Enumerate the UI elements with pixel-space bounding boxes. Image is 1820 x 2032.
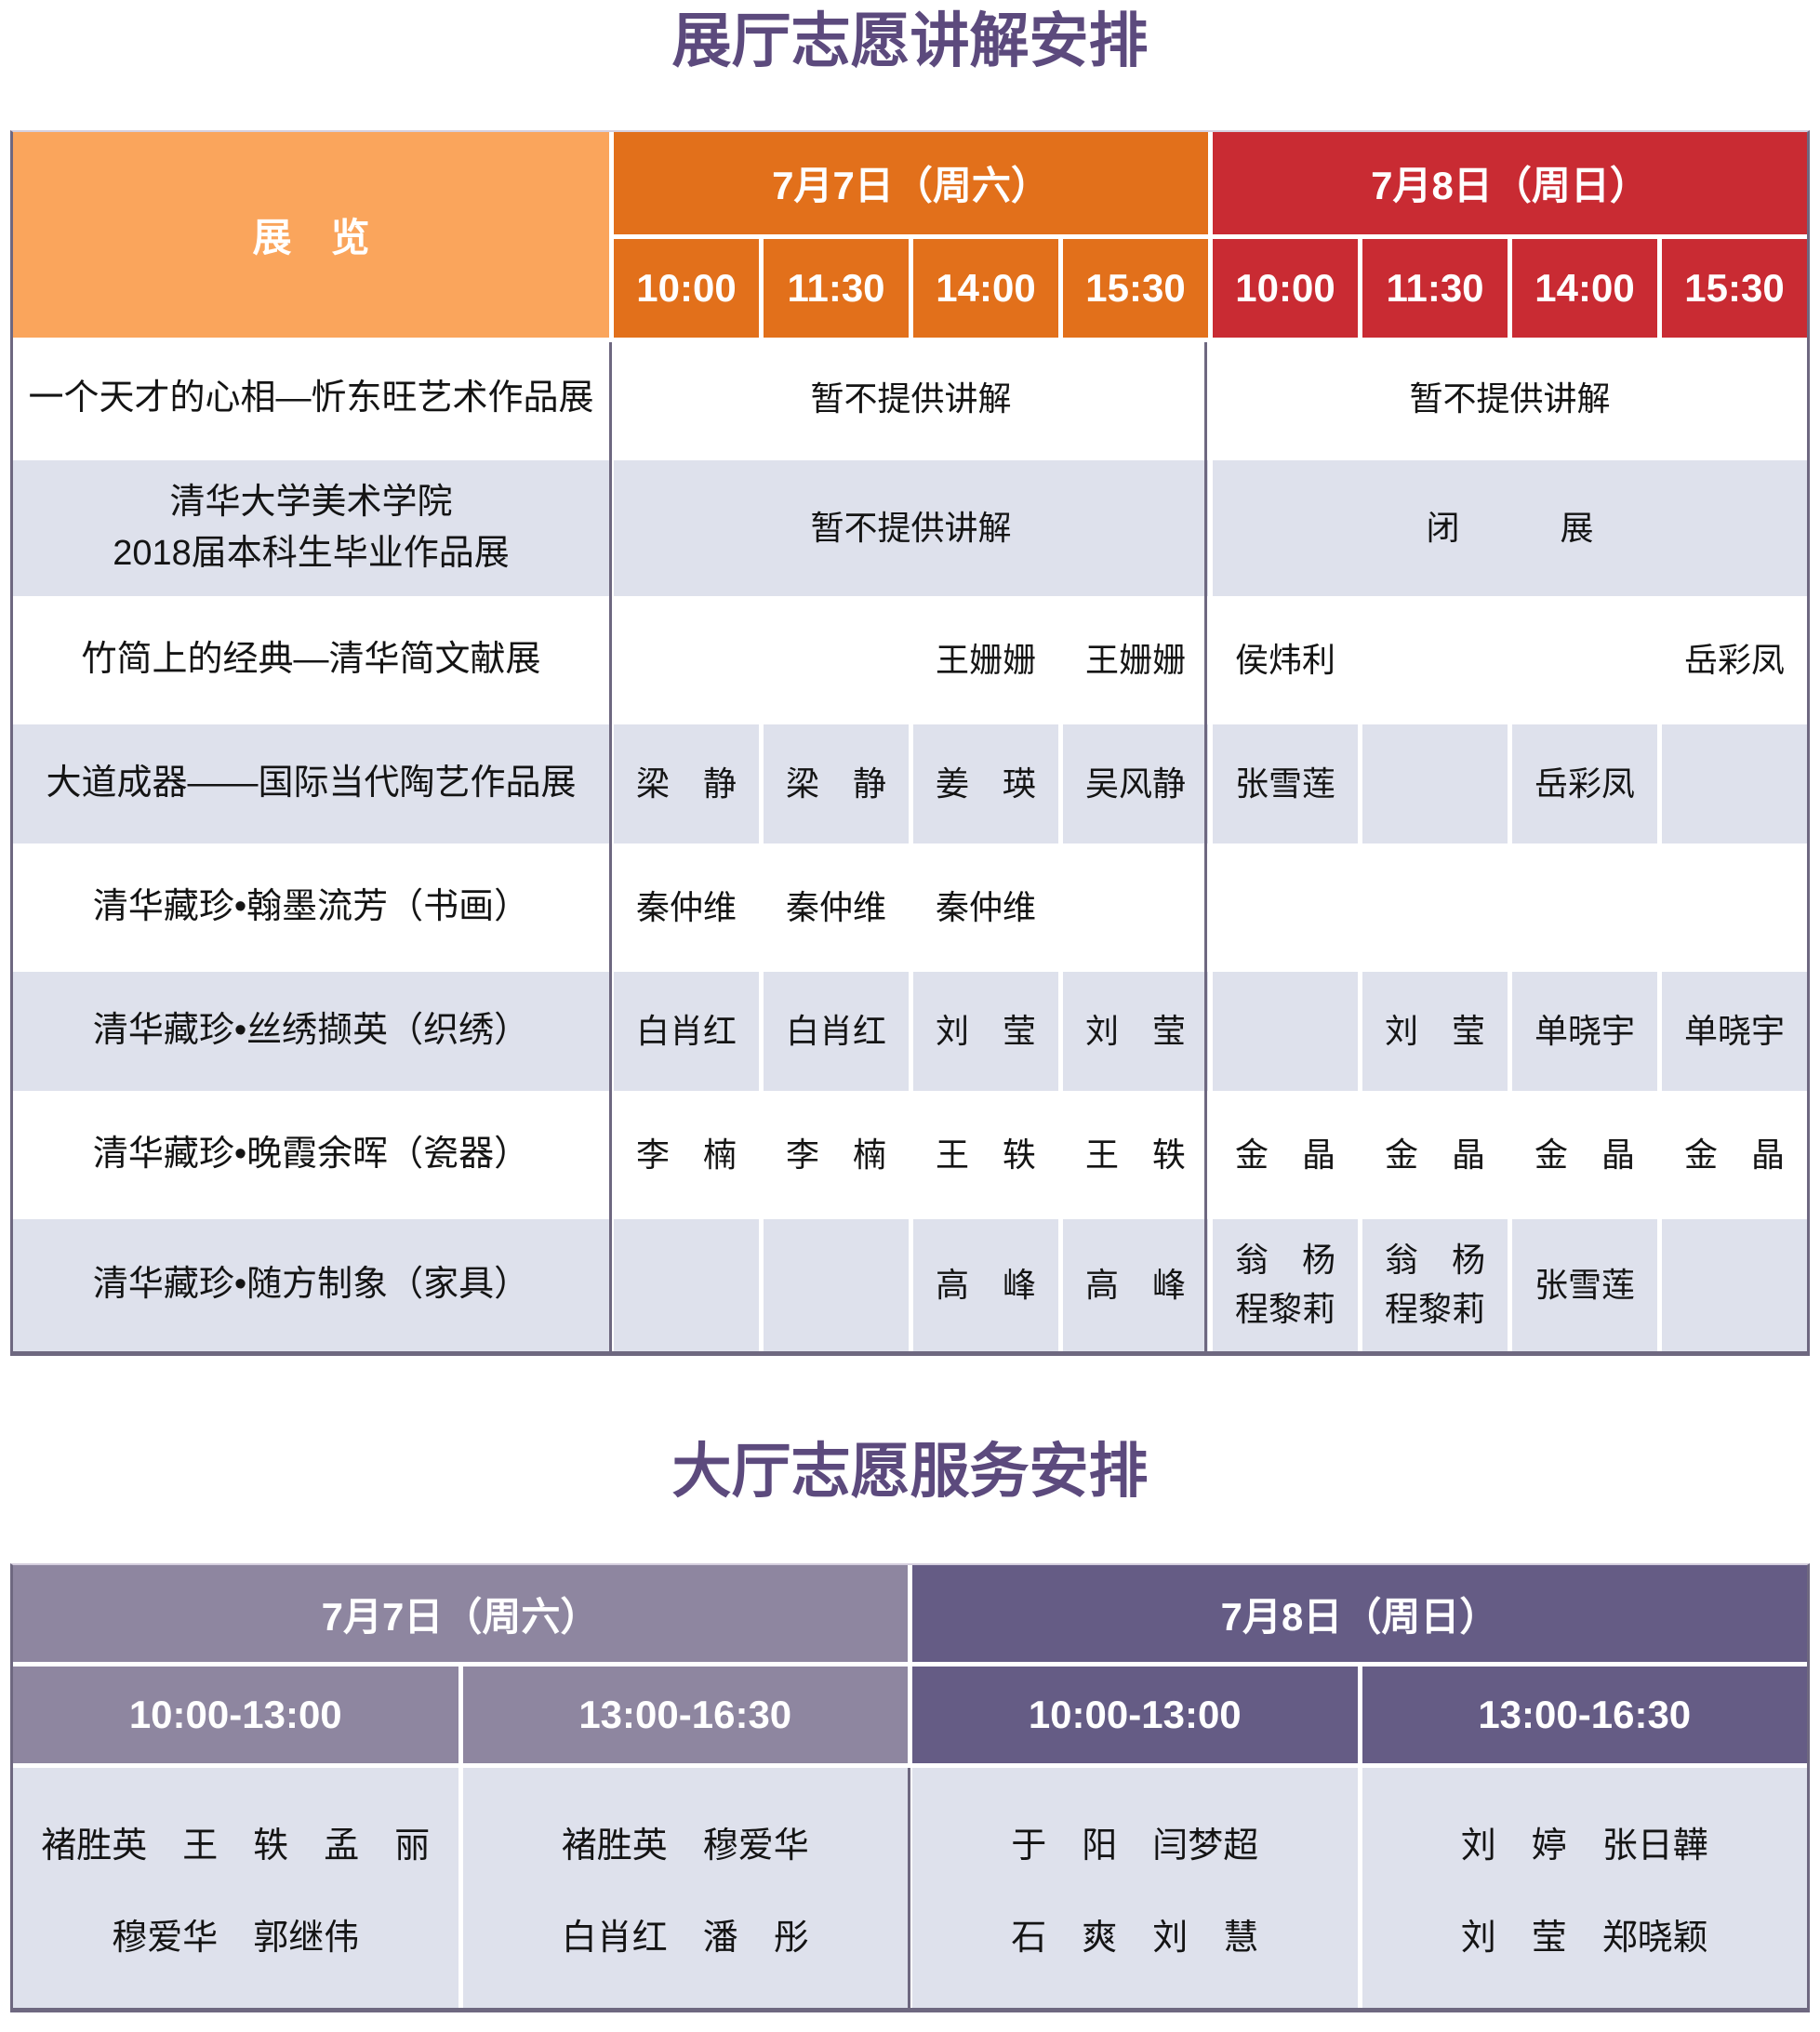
time-header-sun-1130: 11:30 (1362, 238, 1508, 338)
schedule-cell (1362, 600, 1508, 720)
schedule-cell: 侯炜利 (1213, 600, 1358, 720)
schedule-cell: 刘 莹 (1362, 971, 1508, 1091)
vertical-divider (609, 341, 612, 1351)
lobby-time-header-sat-afternoon: 13:00-16:30 (462, 1667, 908, 1764)
schedule-cell (1362, 724, 1508, 843)
lobby-volunteers-cell: 褚胜英 穆爱华 白肖红 潘 彤 (462, 1768, 908, 2009)
time-header-sat-1000: 10:00 (614, 238, 759, 338)
exhibition-name: 清华藏珍•翰墨流芳（书画） (13, 847, 609, 967)
schedule-cell: 李 楠 (764, 1095, 909, 1215)
schedule-cell (1063, 847, 1208, 967)
schedule-cell: 翁 杨 程黎莉 (1362, 1218, 1508, 1351)
schedule-cell: 张雪莲 (1512, 1218, 1657, 1351)
lobby-service-schedule-table: 7月7日（周六） 7月8日（周日） 10:00-13:00 13:00-16:3… (10, 1563, 1810, 2013)
exhibition-name: 清华大学美术学院 2018届本科生毕业作品展 (13, 459, 609, 596)
schedule-cell (1512, 600, 1657, 720)
vertical-divider (908, 1768, 910, 2009)
saturday-note-cell: 暂不提供讲解 (614, 459, 1208, 596)
schedule-cell (614, 600, 759, 720)
schedule-cell (1362, 847, 1508, 967)
schedule-cell: 金 晶 (1662, 1095, 1807, 1215)
volunteer-names-line: 石 爽 刘 慧 (1011, 1919, 1259, 1959)
schedule-cell: 姜 瑛 (913, 724, 1058, 843)
volunteer-names-line: 刘 莹 郑晓颖 (1460, 1919, 1708, 1959)
time-header-sun-1400: 14:00 (1512, 238, 1657, 338)
time-header-sat-1130: 11:30 (764, 238, 909, 338)
day-header-sunday: 7月8日（周日） (1213, 131, 1807, 234)
schedule-cell (764, 600, 909, 720)
exhibition-name: 清华藏珍•随方制象（家具） (13, 1218, 609, 1351)
schedule-cell (1213, 847, 1358, 967)
time-header-sun-1530: 15:30 (1662, 238, 1807, 338)
schedule-cell: 刘 莹 (913, 971, 1058, 1091)
schedule-cell: 李 楠 (614, 1095, 759, 1215)
schedule-cell (1512, 847, 1657, 967)
schedule-cell: 白肖红 (764, 971, 909, 1091)
sunday-note-cell: 暂不提供讲解 (1213, 341, 1807, 456)
volunteer-names-line: 褚胜英 穆爱华 (561, 1826, 809, 1866)
vertical-divider (1204, 341, 1207, 1351)
lobby-volunteers-cell: 刘 婷 张日韡 刘 莹 郑晓颖 (1362, 1768, 1807, 2009)
schedule-cell: 秦仲维 (764, 847, 909, 967)
lobby-time-header-sun-morning: 10:00-13:00 (912, 1667, 1358, 1764)
schedule-cell: 金 晶 (1213, 1095, 1358, 1215)
schedule-cell (1662, 724, 1807, 843)
saturday-note-cell: 暂不提供讲解 (614, 341, 1208, 456)
schedule-cell: 金 晶 (1512, 1095, 1657, 1215)
schedule-cell (764, 1218, 909, 1351)
schedule-cell: 高 峰 (1063, 1218, 1208, 1351)
exhibition-name: 大道成器——国际当代陶艺作品展 (13, 724, 609, 843)
schedule-cell: 秦仲维 (614, 847, 759, 967)
sunday-note-cell: 闭 展 (1213, 459, 1807, 596)
volunteer-names-line: 穆爱华 郭继伟 (112, 1919, 360, 1959)
schedule-cell: 岳彩凤 (1662, 600, 1807, 720)
exhibition-name: 清华藏珍•晚霞余晖（瓷器） (13, 1095, 609, 1215)
exhibition-hall-schedule-table: 展 览 7月7日（周六） 7月8日（周日） 10:00 11:30 14:00 … (10, 129, 1810, 1356)
schedule-cell: 刘 莹 (1063, 971, 1208, 1091)
lobby-volunteers-cell: 褚胜英 王 轶 孟 丽 穆爱华 郭继伟 (13, 1768, 458, 2009)
schedule-cell: 高 峰 (913, 1218, 1058, 1351)
time-header-sun-1000: 10:00 (1213, 238, 1358, 338)
exhibition-column-header: 展 览 (13, 131, 609, 338)
lobby-volunteers-cell: 于 阳 闫梦超 石 爽 刘 慧 (912, 1768, 1358, 2009)
volunteer-names-line: 白肖红 潘 彤 (561, 1919, 809, 1959)
schedule-cell (614, 1218, 759, 1351)
schedule-cell: 王姗姗 (1063, 600, 1208, 720)
schedule-cell: 王 轶 (913, 1095, 1058, 1215)
schedule-cell: 秦仲维 (913, 847, 1058, 967)
volunteer-names-line: 于 阳 闫梦超 (1011, 1826, 1259, 1866)
schedule-cell: 王 轶 (1063, 1095, 1208, 1215)
schedule-cell (1213, 971, 1358, 1091)
schedule-cell: 张雪莲 (1213, 724, 1358, 843)
lobby-time-header-sun-afternoon: 13:00-16:30 (1362, 1667, 1807, 1764)
lobby-day-header-sunday: 7月8日（周日） (912, 1565, 1807, 1663)
exhibition-name: 竹简上的经典—清华简文献展 (13, 600, 609, 720)
schedule-cell: 白肖红 (614, 971, 759, 1091)
volunteer-names-line: 刘 婷 张日韡 (1460, 1826, 1708, 1866)
day-header-saturday: 7月7日（周六） (614, 131, 1208, 234)
page-title-hall-explanation-schedule: 展厅志愿讲解安排 (671, 7, 1149, 74)
schedule-cell: 梁 静 (614, 724, 759, 843)
schedule-cell: 翁 杨 程黎莉 (1213, 1218, 1358, 1351)
page-title-lobby-service-schedule: 大厅志愿服务安排 (671, 1437, 1149, 1505)
schedule-cell (1662, 1218, 1807, 1351)
schedule-cell (1662, 847, 1807, 967)
schedule-cell: 梁 静 (764, 724, 909, 843)
exhibition-name: 一个天才的心相—忻东旺艺术作品展 (13, 341, 609, 456)
lobby-time-header-sat-morning: 10:00-13:00 (13, 1667, 458, 1764)
lobby-day-header-saturday: 7月7日（周六） (13, 1565, 908, 1663)
volunteer-names-line: 褚胜英 王 轶 孟 丽 (41, 1826, 431, 1866)
schedule-cell: 单晓宇 (1512, 971, 1657, 1091)
time-header-sat-1530: 15:30 (1063, 238, 1208, 338)
schedule-cell: 金 晶 (1362, 1095, 1508, 1215)
time-header-sat-1400: 14:00 (913, 238, 1058, 338)
schedule-cell: 王姗姗 (913, 600, 1058, 720)
schedule-cell: 岳彩凤 (1512, 724, 1657, 843)
schedule-cell: 吴风静 (1063, 724, 1208, 843)
exhibition-name: 清华藏珍•丝绣撷英（织绣） (13, 971, 609, 1091)
schedule-cell: 单晓宇 (1662, 971, 1807, 1091)
